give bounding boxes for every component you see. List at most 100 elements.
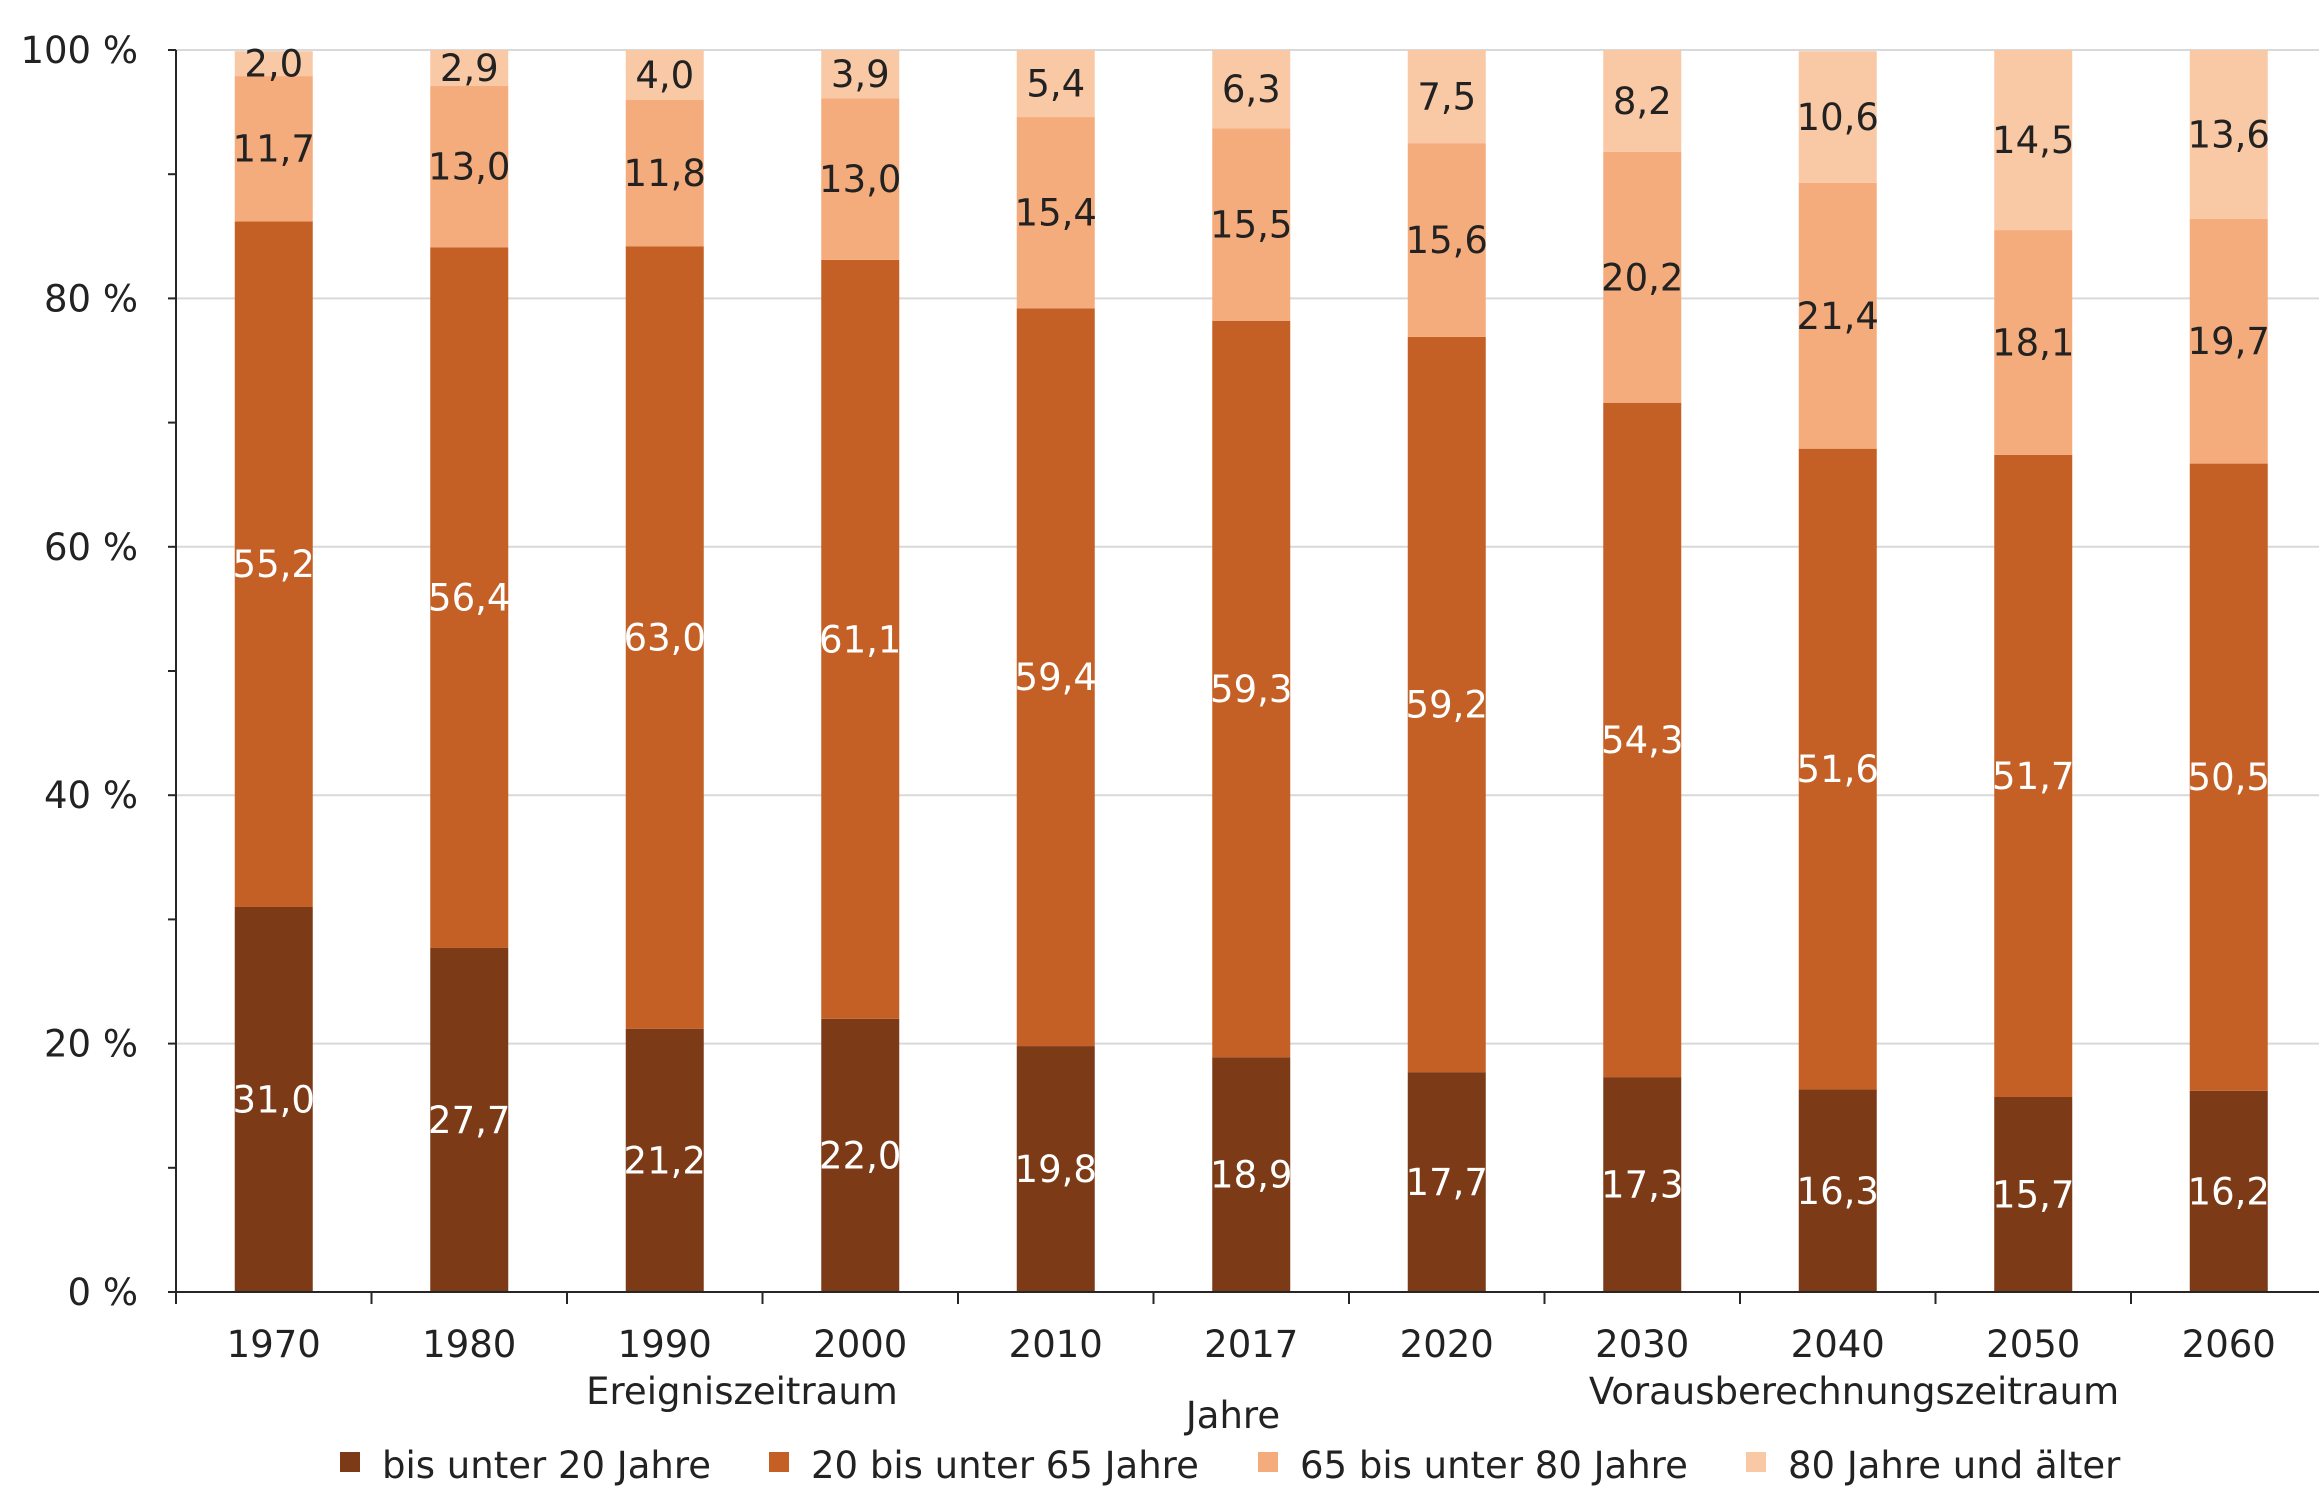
- data-labels: 31,0 55,2 11,7 2,0 27,7 56,4 13,0 2,9 21,2 63,0 11…: [233, 43, 2270, 1217]
- bar-2020-65-bis-unter-80-jahre: [1407, 143, 1486, 337]
- data-label-1980-65-bis-unter-80-jahre: 13,0: [428, 146, 510, 189]
- bar-2000-65-bis-unter-80-jahre: [821, 98, 900, 260]
- bar-2050-20-bis-unter-65-jahre: [1994, 454, 2073, 1098]
- data-label-1980-80-jahre-und-aelter: 2,9: [440, 47, 499, 90]
- bar-1990-bis-unter-20-jahre: [625, 1028, 704, 1292]
- period-label-ereigniszeitraum: Ereigniszeitraum: [586, 1370, 898, 1413]
- data-label-2040-bis-unter-20-jahre: 16,3: [1797, 1170, 1879, 1213]
- data-label-2000-bis-unter-20-jahre: 22,0: [819, 1134, 901, 1177]
- data-label-2030-20-bis-unter-65-jahre: 54,3: [1601, 719, 1683, 762]
- y-tick-label-0: 0 %: [68, 1271, 138, 1314]
- bar-2040-80-jahre-und-aelter: [1798, 51, 1877, 183]
- bar-2060-65-bis-unter-80-jahre: [2189, 218, 2268, 464]
- x-tick-label-2000: 2000: [813, 1323, 907, 1366]
- bar-1980-80-jahre-und-aelter: [430, 50, 509, 87]
- data-label-2060-65-bis-unter-80-jahre: 19,7: [2188, 320, 2270, 363]
- bar-2050-bis-unter-20-jahre: [1994, 1097, 2073, 1292]
- bar-2020-80-jahre-und-aelter: [1407, 50, 1486, 144]
- bar-1980-65-bis-unter-80-jahre: [430, 86, 509, 248]
- y-tick-label-100: 100 %: [20, 29, 138, 72]
- data-label-2030-bis-unter-20-jahre: 17,3: [1601, 1164, 1683, 1207]
- bar-2010-65-bis-unter-80-jahre: [1016, 117, 1095, 309]
- data-label-2017-bis-unter-20-jahre: 18,9: [1210, 1154, 1292, 1197]
- data-label-2040-80-jahre-und-aelter: 10,6: [1797, 96, 1879, 139]
- y-tick-label-80: 80 %: [44, 277, 138, 320]
- data-label-2060-bis-unter-20-jahre: 16,2: [2188, 1170, 2270, 1213]
- bar-2017-bis-unter-20-jahre: [1212, 1057, 1291, 1292]
- legend-item-20-bis-unter-65-jahre: 20 bis unter 65 Jahre: [769, 1444, 1199, 1487]
- bar-2000-20-bis-unter-65-jahre: [821, 259, 900, 1019]
- data-label-2020-bis-unter-20-jahre: 17,7: [1406, 1161, 1488, 1204]
- x-tick-label-2040: 2040: [1791, 1323, 1885, 1366]
- legend-swatch-20-bis-unter-65-jahre: [769, 1452, 789, 1472]
- legend-label-bis-unter-20-jahre: bis unter 20 Jahre: [382, 1444, 711, 1487]
- bar-1970-65-bis-unter-80-jahre: [234, 76, 313, 222]
- bar-2017-65-bis-unter-80-jahre: [1212, 128, 1291, 321]
- legend-item-80-jahre-und-aelter: 80 Jahre und älter: [1746, 1444, 2121, 1487]
- data-label-2050-bis-unter-20-jahre: 15,7: [1992, 1174, 2074, 1217]
- x-axis-title: Jahre: [1184, 1394, 1280, 1437]
- x-tick-label-2017: 2017: [1204, 1323, 1298, 1366]
- legend: bis unter 20 Jahre 20 bis unter 65 Jahre 6…: [340, 1444, 2121, 1487]
- x-tick-label-2060: 2060: [2182, 1323, 2276, 1366]
- bar-2010-20-bis-unter-65-jahre: [1016, 308, 1095, 1047]
- bar-1980-20-bis-unter-65-jahre: [430, 247, 509, 948]
- data-label-2050-80-jahre-und-aelter: 14,5: [1992, 119, 2074, 162]
- legend-label-65-bis-unter-80-jahre: 65 bis unter 80 Jahre: [1300, 1444, 1688, 1487]
- legend-label-80-jahre-und-aelter: 80 Jahre und älter: [1788, 1444, 2121, 1487]
- data-label-2010-65-bis-unter-80-jahre: 15,4: [1015, 192, 1097, 235]
- bar-1990-20-bis-unter-65-jahre: [625, 246, 704, 1029]
- legend-swatch-80-jahre-und-aelter: [1746, 1452, 1766, 1472]
- data-label-1980-bis-unter-20-jahre: 27,7: [428, 1099, 510, 1142]
- data-label-2030-80-jahre-und-aelter: 8,2: [1613, 80, 1672, 123]
- bar-2017-20-bis-unter-65-jahre: [1212, 320, 1291, 1058]
- bar-1970-20-bis-unter-65-jahre: [234, 221, 313, 907]
- period-label-vorausberechnungszeitraum: Vorausberechnungszeitraum: [1589, 1370, 2119, 1413]
- axes: 0 % 20 % 40 % 60 % 80 % 100 % 1970 1980 1990 2000…: [20, 29, 2319, 1366]
- x-tick-label-1990: 1990: [618, 1323, 712, 1366]
- bar-1970-bis-unter-20-jahre: [234, 906, 313, 1292]
- bar-2060-20-bis-unter-65-jahre: [2189, 463, 2268, 1091]
- data-label-2030-65-bis-unter-80-jahre: 20,2: [1601, 256, 1683, 299]
- data-label-2040-65-bis-unter-80-jahre: 21,4: [1797, 295, 1879, 338]
- bar-2050-65-bis-unter-80-jahre: [1994, 230, 2073, 455]
- x-tick-label-2050: 2050: [1986, 1323, 2080, 1366]
- data-label-2017-80-jahre-und-aelter: 6,3: [1222, 68, 1281, 111]
- data-label-2050-65-bis-unter-80-jahre: 18,1: [1992, 321, 2074, 364]
- data-label-2017-65-bis-unter-80-jahre: 15,5: [1210, 204, 1292, 247]
- data-label-1970-bis-unter-20-jahre: 31,0: [233, 1078, 315, 1121]
- bar-2060-bis-unter-20-jahre: [2189, 1090, 2268, 1292]
- data-label-2000-20-bis-unter-65-jahre: 61,1: [819, 618, 901, 661]
- bar-2030-bis-unter-20-jahre: [1603, 1077, 1682, 1292]
- y-tick-label-20: 20 %: [44, 1023, 138, 1066]
- data-label-2010-80-jahre-und-aelter: 5,4: [1026, 63, 1085, 106]
- bar-1990-65-bis-unter-80-jahre: [625, 99, 704, 247]
- legend-swatch-65-bis-unter-80-jahre: [1258, 1452, 1278, 1472]
- data-label-2010-bis-unter-20-jahre: 19,8: [1015, 1148, 1097, 1191]
- legend-label-20-bis-unter-65-jahre: 20 bis unter 65 Jahre: [811, 1444, 1199, 1487]
- bar-2040-65-bis-unter-80-jahre: [1798, 182, 1877, 449]
- data-label-1970-20-bis-unter-65-jahre: 55,2: [233, 543, 315, 586]
- data-label-1980-20-bis-unter-65-jahre: 56,4: [428, 577, 510, 620]
- y-tick-label-60: 60 %: [44, 526, 138, 569]
- data-label-1990-80-jahre-und-aelter: 4,0: [635, 54, 694, 97]
- data-label-2040-20-bis-unter-65-jahre: 51,6: [1797, 748, 1879, 791]
- data-label-2017-20-bis-unter-65-jahre: 59,3: [1210, 668, 1292, 711]
- data-label-1970-65-bis-unter-80-jahre: 11,7: [233, 128, 315, 171]
- x-tick-label-2020: 2020: [1400, 1323, 1494, 1366]
- data-label-2060-80-jahre-und-aelter: 13,6: [2188, 113, 2270, 156]
- data-label-2050-20-bis-unter-65-jahre: 51,7: [1992, 755, 2074, 798]
- bar-1990-80-jahre-und-aelter: [625, 50, 704, 100]
- bar-2000-bis-unter-20-jahre: [821, 1018, 900, 1292]
- bar-2030-65-bis-unter-80-jahre: [1603, 151, 1682, 403]
- bar-2020-20-bis-unter-65-jahre: [1407, 336, 1486, 1073]
- bar-1980-bis-unter-20-jahre: [430, 947, 509, 1292]
- data-label-1990-65-bis-unter-80-jahre: 11,8: [624, 152, 706, 195]
- data-label-2000-65-bis-unter-80-jahre: 13,0: [819, 158, 901, 201]
- bar-2050-80-jahre-und-aelter: [1994, 50, 2073, 231]
- bar-2010-80-jahre-und-aelter: [1016, 50, 1095, 118]
- data-label-1990-20-bis-unter-65-jahre: 63,0: [624, 616, 706, 659]
- data-label-2020-65-bis-unter-80-jahre: 15,6: [1406, 219, 1488, 262]
